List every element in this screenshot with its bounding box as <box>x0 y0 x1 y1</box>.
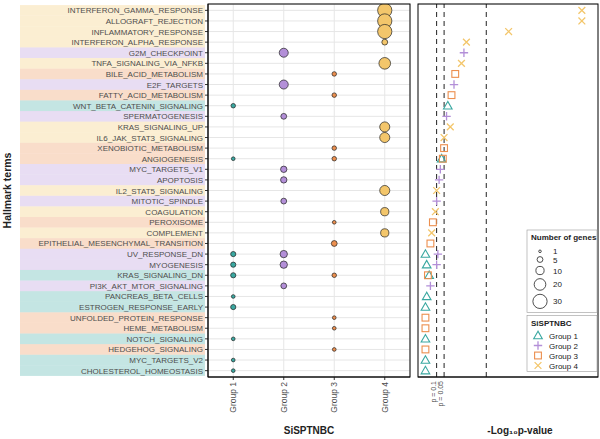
svg-text:MITOTIC_SPINDLE: MITOTIC_SPINDLE <box>132 197 203 206</box>
svg-text:5: 5 <box>553 256 558 265</box>
svg-text:SiSPTNBC: SiSPTNBC <box>284 425 335 436</box>
svg-text:IL2_STAT5_SIGNALING: IL2_STAT5_SIGNALING <box>116 187 203 196</box>
svg-text:PANCREAS_BETA_CELLS: PANCREAS_BETA_CELLS <box>105 292 203 301</box>
svg-text:MYOGENESIS: MYOGENESIS <box>149 261 203 270</box>
svg-text:-Log₁₀p-value: -Log₁₀p-value <box>487 425 553 436</box>
svg-text:1: 1 <box>553 247 558 256</box>
svg-text:Number of genes: Number of genes <box>531 233 592 242</box>
svg-text:PI3K_AKT_MTOR_SIGNALING: PI3K_AKT_MTOR_SIGNALING <box>90 282 203 291</box>
svg-text:XENOBIOTIC_METABOLISM: XENOBIOTIC_METABOLISM <box>97 144 203 153</box>
svg-text:TNFA_SIGNALING_VIA_NFKB: TNFA_SIGNALING_VIA_NFKB <box>91 59 203 68</box>
svg-text:COAGULATION: COAGULATION <box>145 208 203 217</box>
svg-text:Group 4: Group 4 <box>549 362 578 371</box>
svg-text:SiSPTNBC: SiSPTNBC <box>531 319 572 328</box>
svg-text:BILE_ACID_METABOLISM: BILE_ACID_METABOLISM <box>106 70 204 79</box>
svg-text:IL6_JAK_STAT3_SIGNALING: IL6_JAK_STAT3_SIGNALING <box>97 134 203 143</box>
svg-text:MYC_TARGETS_V1: MYC_TARGETS_V1 <box>129 165 203 174</box>
svg-text:NOTCH_SIGNALING: NOTCH_SIGNALING <box>127 335 203 344</box>
svg-text:G2M_CHECKPOINT: G2M_CHECKPOINT <box>129 49 203 58</box>
svg-text:Group 3: Group 3 <box>329 382 339 413</box>
svg-text:MYC_TARGETS_V2: MYC_TARGETS_V2 <box>129 356 203 365</box>
svg-text:UNFOLDED_PROTEIN_RESPONSE: UNFOLDED_PROTEIN_RESPONSE <box>70 314 203 323</box>
svg-text:KRAS_SIGNALING_UP: KRAS_SIGNALING_UP <box>118 123 203 132</box>
svg-text:COMPLEMENT: COMPLEMENT <box>147 229 204 238</box>
svg-text:INTERFERON_ALPHA_RESPONSE: INTERFERON_ALPHA_RESPONSE <box>71 38 203 47</box>
svg-text:INFLAMMATORY_RESPONSE: INFLAMMATORY_RESPONSE <box>91 28 203 37</box>
svg-text:ANGIOGENESIS: ANGIOGENESIS <box>142 155 203 164</box>
svg-text:PEROXISOME: PEROXISOME <box>149 218 203 227</box>
svg-text:30: 30 <box>553 297 562 306</box>
svg-text:APOPTOSIS: APOPTOSIS <box>157 176 203 185</box>
svg-text:Group 2: Group 2 <box>279 382 289 413</box>
svg-text:Group 1: Group 1 <box>549 332 578 341</box>
svg-text:20: 20 <box>553 280 562 289</box>
svg-text:INTERFERON_GAMMA_RESPONSE: INTERFERON_GAMMA_RESPONSE <box>67 6 203 15</box>
svg-text:KRAS_SIGNALING_DN: KRAS_SIGNALING_DN <box>117 271 203 280</box>
svg-text:UV_RESPONSE_DN: UV_RESPONSE_DN <box>127 250 203 259</box>
svg-text:WNT_BETA_CATENIN_SIGNALING: WNT_BETA_CATENIN_SIGNALING <box>73 102 203 111</box>
svg-text:Group 3: Group 3 <box>549 352 578 361</box>
svg-text:Group 1: Group 1 <box>228 382 238 413</box>
svg-text:HEME_METABOLISM: HEME_METABOLISM <box>124 324 204 333</box>
svg-text:Hallmark terms: Hallmark terms <box>8 152 13 228</box>
svg-text:EPITHELIAL_MESENCHYMAL_TRANSIT: EPITHELIAL_MESENCHYMAL_TRANSITION <box>39 239 204 248</box>
svg-text:ALLOGRAFT_REJECTION: ALLOGRAFT_REJECTION <box>106 17 204 26</box>
svg-text:CHOLESTEROL_HOMEOSTASIS: CHOLESTEROL_HOMEOSTASIS <box>81 367 203 376</box>
svg-text:SPERMATOGENESIS: SPERMATOGENESIS <box>123 112 203 121</box>
svg-text:10: 10 <box>553 267 562 276</box>
svg-text:Group 2: Group 2 <box>549 342 578 351</box>
svg-text:Group 4: Group 4 <box>380 382 390 413</box>
svg-text:HEDGEHOG_SIGNALING: HEDGEHOG_SIGNALING <box>108 345 203 354</box>
svg-text:p = 0.05: p = 0.05 <box>437 381 445 407</box>
svg-text:E2F_TARGETS: E2F_TARGETS <box>147 81 203 90</box>
svg-text:p = 0.1: p = 0.1 <box>429 381 437 403</box>
svg-text:FATTY_ACID_METABOLISM: FATTY_ACID_METABOLISM <box>99 91 204 100</box>
svg-text:ESTROGEN_RESPONSE_EARLY: ESTROGEN_RESPONSE_EARLY <box>79 303 204 312</box>
